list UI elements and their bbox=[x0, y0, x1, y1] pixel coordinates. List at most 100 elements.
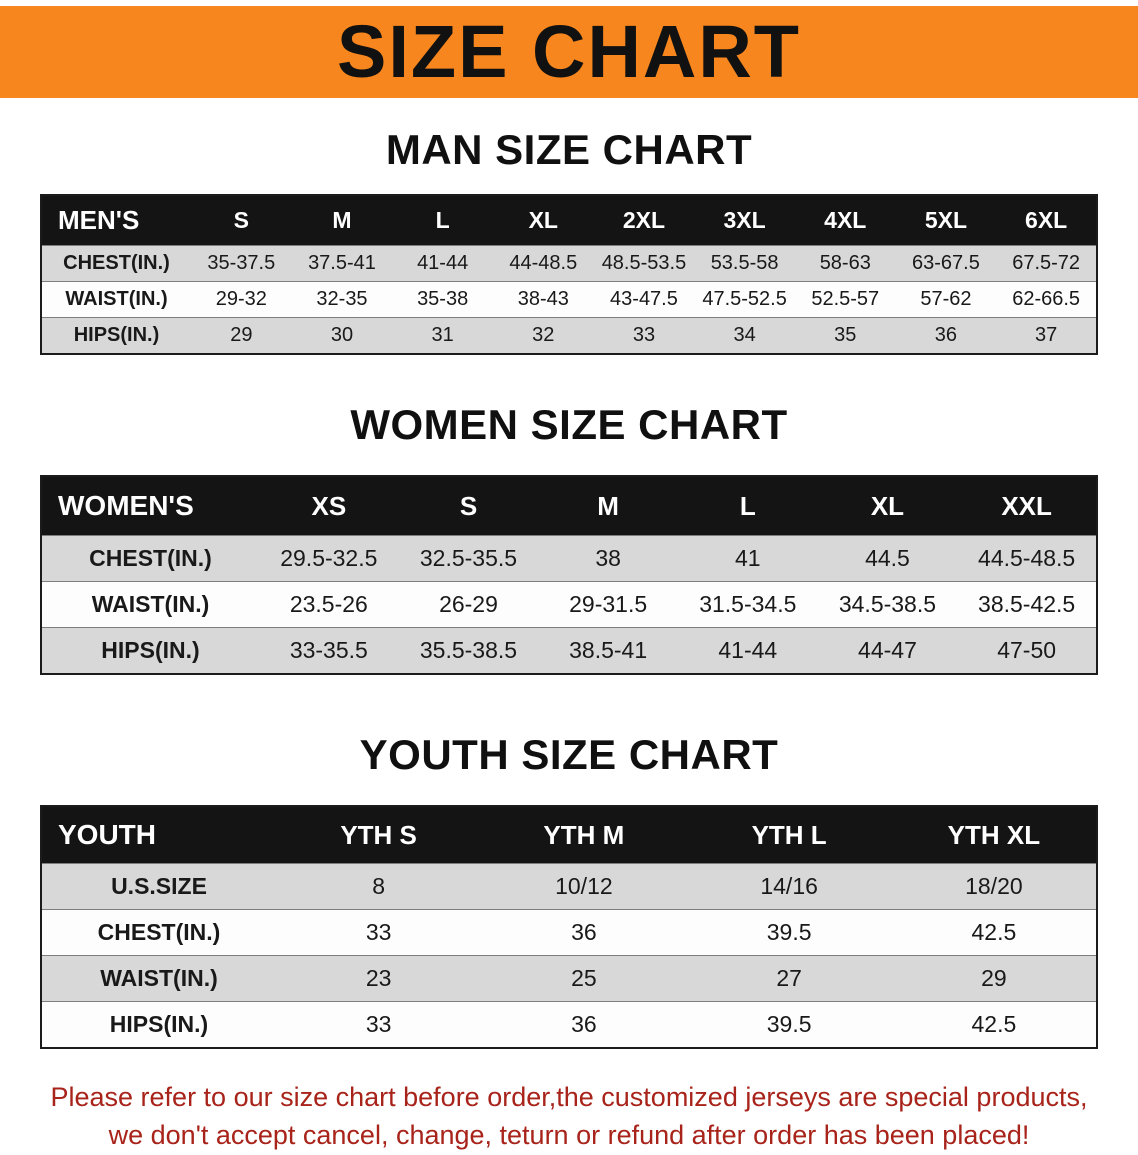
measurement-value: 35.5-38.5 bbox=[398, 627, 539, 674]
women-size-column-header: XL bbox=[817, 476, 958, 536]
measurement-value: 36 bbox=[481, 909, 687, 956]
men-size-column-header: L bbox=[392, 195, 493, 246]
measurement-value: 29 bbox=[891, 955, 1097, 1002]
measurement-value: 18/20 bbox=[891, 863, 1097, 910]
row-label: HIPS(IN.) bbox=[41, 627, 259, 674]
measurement-value: 29.5-32.5 bbox=[259, 535, 399, 582]
youth-size-column-header: YTH XL bbox=[891, 806, 1097, 864]
measurement-value: 62-66.5 bbox=[996, 281, 1097, 318]
women-size-column-header: M bbox=[538, 476, 678, 536]
measurement-value: 35-38 bbox=[392, 281, 493, 318]
women-size-column-header: XXL bbox=[957, 476, 1097, 536]
measurement-value: 47-50 bbox=[957, 627, 1097, 674]
row-label: CHEST(IN.) bbox=[41, 909, 276, 956]
men-size-column-header: 3XL bbox=[694, 195, 795, 246]
measurement-value: 30 bbox=[291, 317, 393, 354]
men-size-column-header: M bbox=[291, 195, 393, 246]
men-size-table: MEN'S S M L XL 2XL 3XL 4XL 5XL 6XL CHEST(IN.) 35-37… bbox=[40, 194, 1098, 355]
measurement-value: 43-47.5 bbox=[593, 281, 695, 318]
measurement-row: WAIST(IN.) 29-32 32-35 35-38 38-43 43-47.5 47.… bbox=[41, 281, 1097, 318]
row-label: HIPS(IN.) bbox=[41, 1001, 276, 1048]
measurement-value: 33-35.5 bbox=[259, 627, 399, 674]
measurement-row: U.S.SIZE 8 10/12 14/16 18/20 bbox=[41, 863, 1097, 910]
measurement-value: 38.5-41 bbox=[538, 627, 678, 674]
measurement-value: 8 bbox=[276, 863, 482, 910]
measurement-row: CHEST(IN.) 35-37.5 37.5-41 41-44 44-48.5 48.5… bbox=[41, 245, 1097, 282]
measurement-value: 38 bbox=[538, 535, 678, 582]
row-label: WAIST(IN.) bbox=[41, 281, 191, 318]
measurement-value: 32.5-35.5 bbox=[398, 535, 539, 582]
row-label: WAIST(IN.) bbox=[41, 581, 259, 628]
youth-size-table: YOUTH YTH S YTH M YTH L YTH XL U.S.SIZE 8 10/12… bbox=[40, 805, 1098, 1049]
measurement-value: 29 bbox=[191, 317, 292, 354]
measurement-value: 25 bbox=[481, 955, 687, 1002]
men-header-row: MEN'S S M L XL 2XL 3XL 4XL 5XL 6XL bbox=[41, 195, 1097, 246]
measurement-value: 34 bbox=[694, 317, 795, 354]
men-size-column-header: 6XL bbox=[996, 195, 1097, 246]
measurement-value: 42.5 bbox=[891, 909, 1097, 956]
measurement-value: 32 bbox=[492, 317, 594, 354]
measurement-row: HIPS(IN.) 33-35.5 35.5-38.5 38.5-41 41-44 44-… bbox=[41, 627, 1097, 674]
measurement-value: 53.5-58 bbox=[694, 245, 795, 282]
measurement-row: WAIST(IN.) 23.5-26 26-29 29-31.5 31.5-34.5 34… bbox=[41, 581, 1097, 628]
measurement-value: 47.5-52.5 bbox=[694, 281, 795, 318]
youth-size-column-header: YTH L bbox=[686, 806, 892, 864]
measurement-value: 29-32 bbox=[191, 281, 292, 318]
measurement-value: 63-67.5 bbox=[895, 245, 997, 282]
measurement-value: 36 bbox=[481, 1001, 687, 1048]
women-size-column-header: L bbox=[677, 476, 818, 536]
row-label: WAIST(IN.) bbox=[41, 955, 276, 1002]
women-size-table: WOMEN'S XS S M L XL XXL CHEST(IN.) 29.5-32.5 32.5… bbox=[40, 475, 1098, 675]
measurement-value: 31.5-34.5 bbox=[677, 581, 818, 628]
measurement-value: 33 bbox=[593, 317, 695, 354]
measurement-value: 57-62 bbox=[895, 281, 997, 318]
measurement-value: 37 bbox=[996, 317, 1097, 354]
row-label: HIPS(IN.) bbox=[41, 317, 191, 354]
page-title: SIZE CHART bbox=[337, 10, 801, 93]
measurement-value: 44-48.5 bbox=[492, 245, 594, 282]
men-size-column-header: 2XL bbox=[593, 195, 695, 246]
measurement-value: 67.5-72 bbox=[996, 245, 1097, 282]
measurement-value: 31 bbox=[392, 317, 493, 354]
measurement-value: 41 bbox=[677, 535, 818, 582]
measurement-value: 39.5 bbox=[686, 909, 892, 956]
row-label: CHEST(IN.) bbox=[41, 535, 259, 582]
youth-size-column-header: YTH M bbox=[481, 806, 687, 864]
measurement-value: 35-37.5 bbox=[191, 245, 292, 282]
women-size-chart-heading: WOMEN SIZE CHART bbox=[350, 401, 788, 448]
women-size-column-header: S bbox=[398, 476, 539, 536]
measurement-value: 58-63 bbox=[794, 245, 896, 282]
men-table-title: MEN'S bbox=[41, 195, 191, 246]
youth-header-row: YOUTH YTH S YTH M YTH L YTH XL bbox=[41, 806, 1097, 864]
men-size-column-header: 4XL bbox=[794, 195, 896, 246]
measurement-value: 14/16 bbox=[686, 863, 892, 910]
measurement-value: 41-44 bbox=[677, 627, 818, 674]
measurement-row: HIPS(IN.) 33 36 39.5 42.5 bbox=[41, 1001, 1097, 1048]
measurement-value: 29-31.5 bbox=[538, 581, 678, 628]
measurement-value: 26-29 bbox=[398, 581, 539, 628]
youth-size-column-header: YTH S bbox=[276, 806, 482, 864]
measurement-value: 44.5 bbox=[817, 535, 958, 582]
footer-note-line-2: we don't accept cancel, change, teturn o… bbox=[108, 1119, 1030, 1150]
men-size-chart-heading: MAN SIZE CHART bbox=[385, 126, 753, 173]
measurement-value: 41-44 bbox=[392, 245, 493, 282]
measurement-row: HIPS(IN.) 29 30 31 32 33 34 35 36 37 bbox=[41, 317, 1097, 354]
measurement-value: 33 bbox=[276, 1001, 482, 1048]
women-table-title: WOMEN'S bbox=[41, 476, 259, 536]
measurement-row: CHEST(IN.) 33 36 39.5 42.5 bbox=[41, 909, 1097, 956]
men-size-column-header: XL bbox=[492, 195, 594, 246]
measurement-value: 42.5 bbox=[891, 1001, 1097, 1048]
youth-size-chart-heading: YOUTH SIZE CHART bbox=[359, 731, 779, 778]
measurement-value: 48.5-53.5 bbox=[593, 245, 695, 282]
measurement-value: 32-35 bbox=[291, 281, 393, 318]
measurement-value: 38-43 bbox=[492, 281, 594, 318]
measurement-value: 35 bbox=[794, 317, 896, 354]
measurement-value: 52.5-57 bbox=[794, 281, 896, 318]
measurement-value: 37.5-41 bbox=[291, 245, 393, 282]
measurement-value: 36 bbox=[895, 317, 997, 354]
measurement-value: 10/12 bbox=[481, 863, 687, 910]
measurement-row: WAIST(IN.) 23 25 27 29 bbox=[41, 955, 1097, 1002]
measurement-value: 23.5-26 bbox=[259, 581, 399, 628]
measurement-value: 23 bbox=[276, 955, 482, 1002]
women-size-column-header: XS bbox=[259, 476, 399, 536]
